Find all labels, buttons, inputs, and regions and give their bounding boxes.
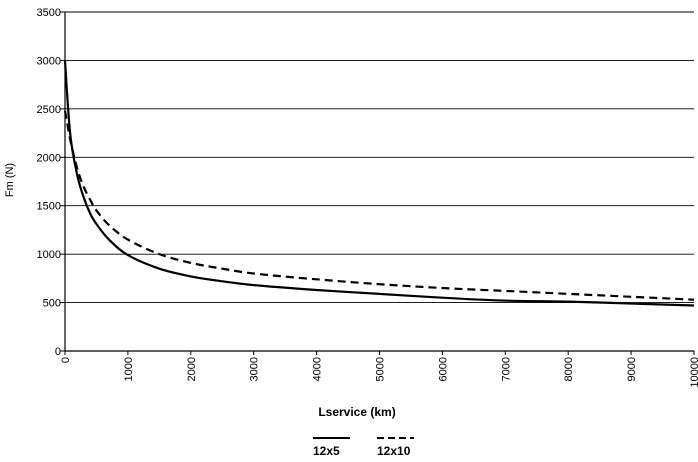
y-tick-label-3: 1500: [37, 201, 61, 213]
x-tick-label-0: 0: [60, 357, 72, 363]
y-tick-label-0: 0: [55, 346, 61, 358]
y-tick-label-7: 3500: [37, 7, 61, 19]
series-line-12x10: [63, 110, 695, 301]
legend-label-12x10: 12x10: [377, 444, 411, 458]
y-tick-labels: 0 500 1000 1500 2000 2500 3000 3500: [37, 7, 61, 358]
y-tick-label-6: 3000: [37, 55, 61, 67]
x-tick-label-4: 4000: [312, 357, 324, 381]
x-tick-label-5: 5000: [375, 357, 387, 381]
x-tick-label-6: 6000: [437, 357, 449, 381]
series-line-12x5: [63, 60, 695, 307]
y-tick-label-5: 2500: [37, 104, 61, 116]
x-tick-label-2: 2000: [186, 357, 198, 381]
x-tick-labels: 0 1000 2000 3000 4000 5000 6000 7000 8000 9000 100…: [60, 357, 698, 388]
x-tick-label-10: 10000: [689, 357, 698, 388]
y-tick-label-1: 500: [43, 298, 61, 310]
y-tick-label-4: 2000: [37, 152, 61, 164]
y-axis-label: Fm (N): [4, 163, 16, 197]
x-tick-label-7: 7000: [500, 357, 512, 381]
legend-label-12x5: 12x5: [313, 444, 340, 458]
gridlines: [65, 11, 694, 304]
series-lines: [63, 60, 695, 307]
x-tick-label-8: 8000: [563, 357, 575, 381]
x-tick-label-3: 3000: [249, 357, 261, 381]
x-axis-label: Lservice (km): [318, 405, 395, 419]
legend: 12x5 12x10: [313, 437, 414, 458]
x-tick-label-9: 9000: [626, 357, 638, 381]
y-tick-label-2: 1000: [37, 249, 61, 261]
x-tick-label-1: 1000: [123, 357, 135, 381]
